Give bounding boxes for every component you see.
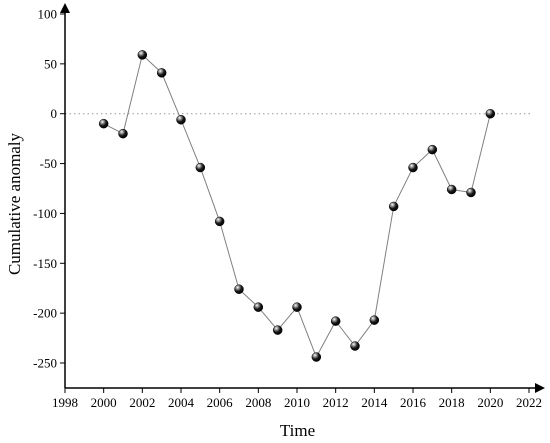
data-point-marker xyxy=(330,316,341,326)
data-point-marker xyxy=(350,341,360,351)
data-point-marker xyxy=(485,108,496,119)
x-tick-label: 2006 xyxy=(207,395,234,410)
x-tick-label: 2000 xyxy=(91,395,117,410)
y-tick-label: -150 xyxy=(33,256,57,271)
data-point-marker xyxy=(118,128,128,139)
data-point-marker xyxy=(427,144,438,155)
x-tick-label: 1998 xyxy=(52,395,78,410)
x-tick-label: 2014 xyxy=(361,395,388,410)
y-tick-label: -250 xyxy=(33,356,57,371)
data-point-marker xyxy=(234,284,244,294)
data-point-marker xyxy=(272,325,283,335)
x-tick-label: 2004 xyxy=(168,395,195,410)
x-axis-title: Time xyxy=(280,421,315,440)
data-point-marker xyxy=(311,352,322,362)
x-tick-label: 2022 xyxy=(516,395,542,410)
data-point-marker xyxy=(466,187,476,198)
y-tick-label: -100 xyxy=(33,206,57,221)
data-point-marker xyxy=(408,162,418,173)
x-tick-label: 2018 xyxy=(439,395,465,410)
data-point-marker xyxy=(156,68,167,78)
data-point-marker xyxy=(292,302,302,312)
data-point-marker xyxy=(176,114,186,125)
y-tick-label: 50 xyxy=(44,56,57,71)
y-tick-label: -200 xyxy=(33,306,57,321)
data-point-marker xyxy=(446,184,457,195)
x-tick-label: 2008 xyxy=(245,395,271,410)
data-point-marker xyxy=(98,118,109,129)
data-point-marker xyxy=(253,302,264,312)
y-tick-label: -50 xyxy=(40,156,57,171)
x-axis-ticks: 1998 2000 2002 2004 2006 2008 2010 2012 2014 2016… xyxy=(52,388,542,410)
x-tick-label: 2012 xyxy=(323,395,349,410)
x-tick-label: 2016 xyxy=(400,395,427,410)
data-point-marker xyxy=(369,315,380,325)
y-tick-label: 100 xyxy=(38,7,58,22)
y-axis-title: Cumulative anomaly xyxy=(5,132,24,275)
x-tick-label: 2020 xyxy=(477,395,503,410)
data-point-marker xyxy=(388,201,399,212)
y-axis-ticks: -250 -200 -150 -100 -50 0 50 100 xyxy=(33,7,65,371)
x-tick-label: 2010 xyxy=(284,395,310,410)
x-tick-label: 2002 xyxy=(129,395,155,410)
marker-layer xyxy=(98,50,496,362)
y-tick-label: 0 xyxy=(51,106,58,121)
data-point-marker xyxy=(137,50,148,60)
data-point-marker xyxy=(214,216,225,227)
data-point-marker xyxy=(195,162,206,173)
